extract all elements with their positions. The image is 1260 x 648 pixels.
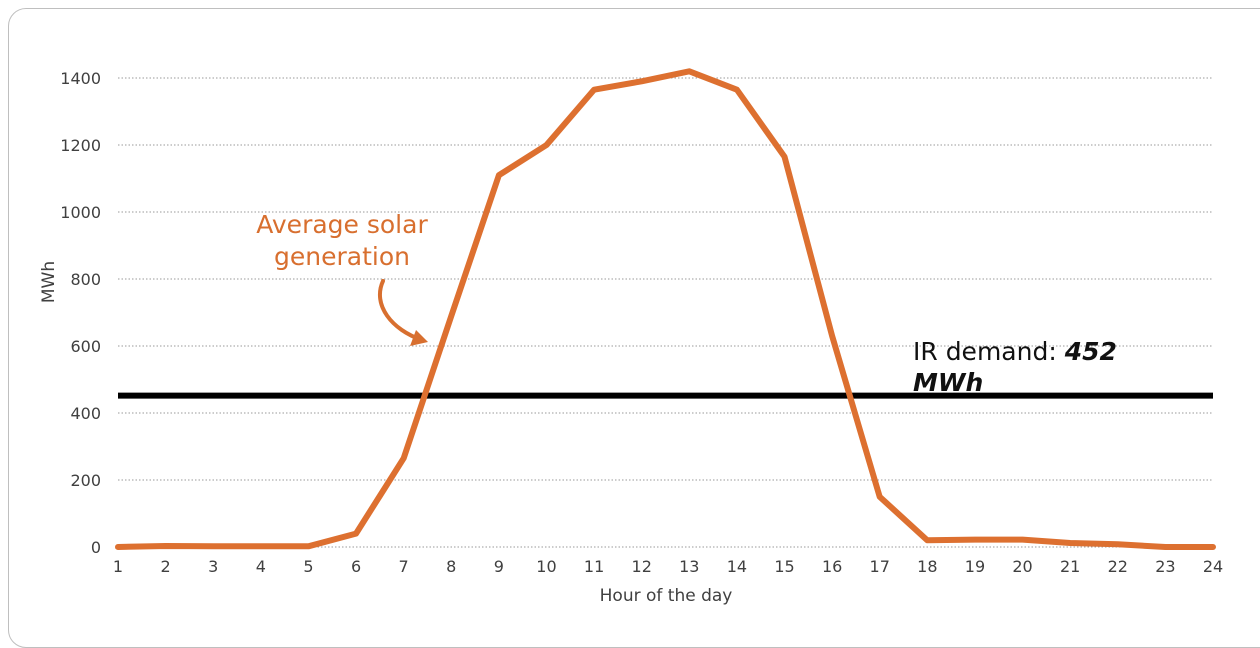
y-tick-label: 800: [70, 270, 101, 289]
x-tick-label: 15: [774, 557, 794, 576]
demand-annotation-value: 452: [1064, 337, 1117, 366]
y-tick-label: 200: [70, 471, 101, 490]
y-tick-label: 1400: [60, 69, 101, 88]
x-tick-label: 4: [256, 557, 266, 576]
y-tick-label: 600: [70, 337, 101, 356]
y-tick-labels: 0 200 400 600 800 1000 1200 1400: [60, 69, 101, 557]
x-tick-label: 18: [917, 557, 937, 576]
x-tick-label: 10: [536, 557, 556, 576]
solar-annotation-arrowhead: [410, 330, 428, 346]
y-tick-label: 400: [70, 404, 101, 423]
x-tick-label: 17: [870, 557, 890, 576]
x-tick-labels: 1 2 3 4 5 6 7 8 9 10 11 12 13 14 15 16 17 18 19 20 21 22 23 24: [113, 557, 1223, 576]
solar-annotation-arrow: [377, 279, 424, 342]
x-tick-label: 14: [727, 557, 747, 576]
x-tick-label: 19: [965, 557, 985, 576]
demand-annotation-prefix: IR demand:: [913, 337, 1065, 366]
x-tick-label: 3: [208, 557, 218, 576]
y-axis-title: MWh: [39, 261, 59, 303]
x-tick-label: 23: [1155, 557, 1175, 576]
x-tick-label: 7: [399, 557, 409, 576]
y-tick-label: 0: [91, 538, 101, 557]
grid-lines: [118, 77, 1213, 548]
x-tick-label: 2: [161, 557, 171, 576]
x-tick-label: 22: [1108, 557, 1128, 576]
x-tick-label: 11: [584, 557, 604, 576]
x-tick-label: 12: [632, 557, 652, 576]
demand-annotation-unit: MWh: [913, 368, 983, 397]
demand-annotation: IR demand: 452: [913, 337, 1117, 366]
x-tick-label: 21: [1060, 557, 1080, 576]
y-tick-label: 1200: [60, 136, 101, 155]
x-tick-label: 8: [446, 557, 456, 576]
x-tick-label: 16: [822, 557, 842, 576]
solar-annotation-line1: Average solar: [256, 210, 428, 239]
x-tick-label: 6: [351, 557, 361, 576]
x-tick-label: 24: [1203, 557, 1223, 576]
x-tick-label: 5: [303, 557, 313, 576]
solar-series-line: [115, 68, 1216, 550]
x-tick-label: 1: [113, 557, 123, 576]
x-tick-label: 20: [1012, 557, 1032, 576]
y-tick-label: 1000: [60, 203, 101, 222]
solar-annotation-line2: generation: [274, 242, 410, 271]
x-tick-label: 13: [679, 557, 699, 576]
x-tick-label: 9: [494, 557, 504, 576]
x-axis-title: Hour of the day: [600, 586, 733, 606]
